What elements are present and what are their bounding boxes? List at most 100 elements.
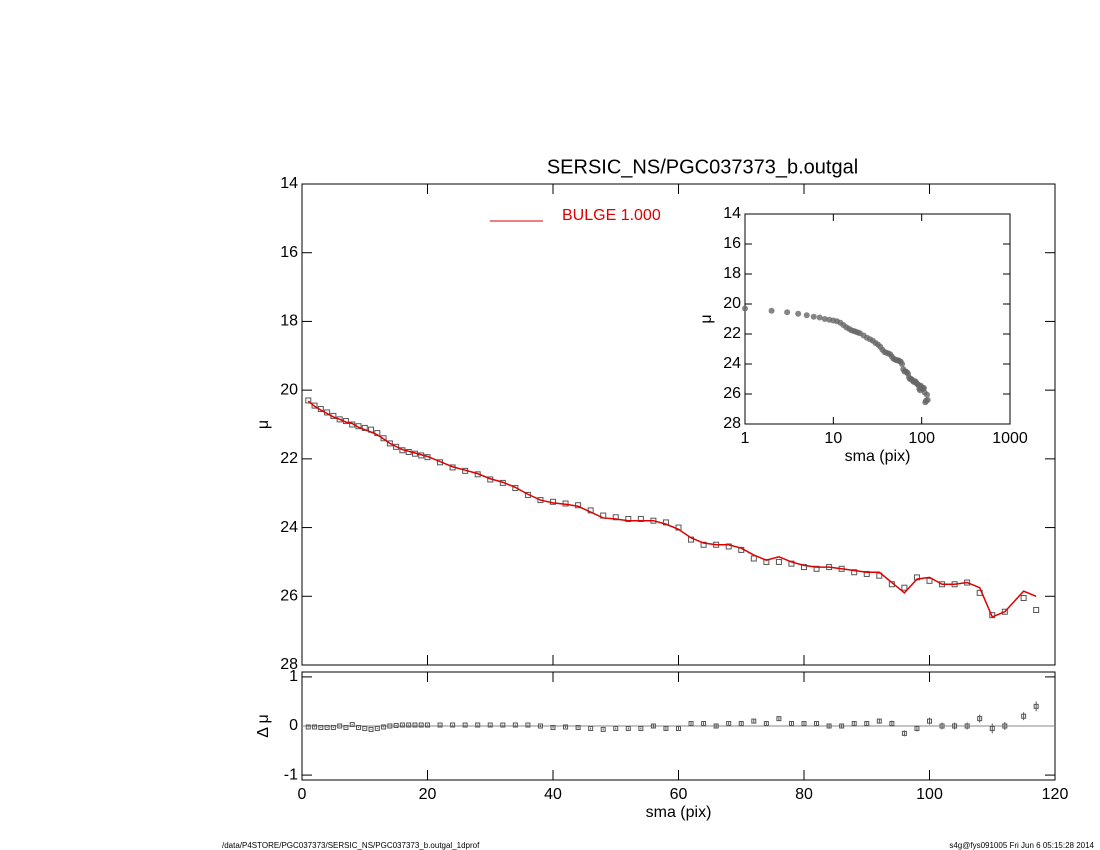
residual-point bbox=[952, 723, 958, 729]
data-point bbox=[305, 397, 312, 404]
chart-title: SERSIC_NS/PGC037373_b.outgal bbox=[547, 156, 858, 178]
data-point bbox=[926, 577, 933, 584]
residual-point bbox=[563, 724, 569, 730]
y-tick-label: 26 bbox=[280, 588, 298, 605]
y-tick-label: 28 bbox=[280, 656, 298, 673]
residual-point bbox=[425, 722, 430, 728]
residual-point bbox=[324, 724, 330, 730]
legend-label: BULGE 1.000 bbox=[562, 207, 661, 224]
y-tick-label: 16 bbox=[280, 244, 298, 261]
residual-point bbox=[977, 716, 983, 722]
data-point bbox=[612, 514, 619, 521]
inset-point bbox=[899, 361, 906, 367]
residual-point bbox=[701, 721, 707, 727]
y-tick-label: 20 bbox=[280, 381, 298, 398]
inset-point bbox=[924, 397, 931, 403]
residual-point bbox=[839, 723, 845, 729]
residual-point bbox=[650, 723, 656, 729]
residual-point bbox=[989, 725, 995, 731]
y-axis-label: Δ μ bbox=[255, 714, 272, 737]
inset-point bbox=[821, 316, 828, 322]
residual-point bbox=[851, 721, 857, 727]
residual-point bbox=[374, 725, 380, 731]
residual-point bbox=[901, 730, 907, 736]
y-tick-label: 0 bbox=[289, 717, 298, 734]
residual-point bbox=[625, 725, 631, 731]
residual-point bbox=[487, 722, 493, 728]
residual-point bbox=[663, 725, 669, 731]
residual-point bbox=[676, 725, 681, 731]
residual-point bbox=[964, 723, 970, 729]
residual-point bbox=[688, 721, 694, 727]
data-point bbox=[813, 565, 820, 572]
data-point bbox=[775, 558, 782, 565]
residual-point bbox=[475, 722, 481, 728]
residual-point bbox=[450, 722, 456, 728]
y-tick-label: 14 bbox=[280, 175, 298, 192]
y-tick-label: 26 bbox=[723, 385, 741, 402]
data-point bbox=[901, 584, 908, 591]
y-tick-label: 28 bbox=[723, 415, 741, 432]
data-point bbox=[1020, 595, 1027, 602]
x-tick-label: 100 bbox=[916, 786, 943, 803]
residual-point bbox=[305, 724, 311, 730]
residual-point bbox=[1021, 713, 1027, 719]
residual-point bbox=[500, 722, 506, 728]
residual-point bbox=[713, 723, 719, 729]
residual-point bbox=[914, 725, 920, 731]
residual-point bbox=[343, 724, 349, 730]
residual-point bbox=[776, 716, 782, 722]
residual-point bbox=[726, 721, 732, 727]
x-tick-label: 40 bbox=[544, 786, 562, 803]
x-tick-label: 1000 bbox=[992, 430, 1028, 447]
residual-point bbox=[368, 726, 374, 732]
inset-point bbox=[920, 385, 927, 391]
x-tick-label: 60 bbox=[670, 786, 688, 803]
residual-point bbox=[462, 722, 468, 728]
y-tick-label: 16 bbox=[723, 235, 741, 252]
residual-point bbox=[801, 721, 807, 727]
inset-point bbox=[810, 313, 817, 320]
footer-left: /data/P4STORE/PGC037373/SERSIC_NS/PGC037… bbox=[222, 841, 480, 850]
y-tick-label: 18 bbox=[723, 265, 741, 282]
data-point bbox=[393, 443, 400, 450]
residual-point bbox=[600, 726, 606, 732]
inset-point bbox=[795, 310, 802, 317]
y-tick-label: 22 bbox=[723, 325, 741, 342]
model-line bbox=[307, 400, 1037, 618]
residual-point bbox=[512, 722, 518, 728]
data-point bbox=[750, 555, 757, 562]
y-tick-label: 14 bbox=[723, 205, 741, 222]
residual-point bbox=[864, 721, 870, 727]
data-point bbox=[725, 543, 732, 550]
data-point bbox=[851, 569, 858, 576]
residual-point bbox=[613, 725, 619, 731]
data-point bbox=[801, 564, 807, 571]
x-axis-label: sma (pix) bbox=[646, 804, 712, 821]
residual-point bbox=[525, 722, 531, 728]
data-point bbox=[311, 402, 318, 409]
x-tick-label: 20 bbox=[419, 786, 437, 803]
y-tick-label: 20 bbox=[723, 295, 741, 312]
x-tick-label: 1 bbox=[741, 430, 750, 447]
residual-point bbox=[381, 724, 387, 730]
residual-point bbox=[399, 722, 405, 728]
inset-point bbox=[768, 307, 775, 314]
residual-point bbox=[638, 725, 644, 731]
inset-point bbox=[924, 391, 931, 398]
data-point bbox=[625, 515, 632, 522]
x-tick-label: 0 bbox=[298, 786, 307, 803]
residual-point bbox=[362, 725, 368, 731]
residual-point bbox=[826, 723, 832, 729]
y-tick-label: 24 bbox=[723, 355, 741, 372]
residual-point bbox=[418, 722, 424, 728]
residual-point bbox=[1033, 703, 1039, 709]
data-point bbox=[336, 416, 343, 423]
residual-point bbox=[763, 721, 769, 727]
residual-point bbox=[876, 718, 882, 724]
residual-point bbox=[939, 723, 945, 729]
residual-point bbox=[312, 724, 318, 730]
y-tick-label: 1 bbox=[289, 668, 298, 685]
data-point bbox=[380, 435, 387, 442]
data-point bbox=[1001, 608, 1008, 615]
